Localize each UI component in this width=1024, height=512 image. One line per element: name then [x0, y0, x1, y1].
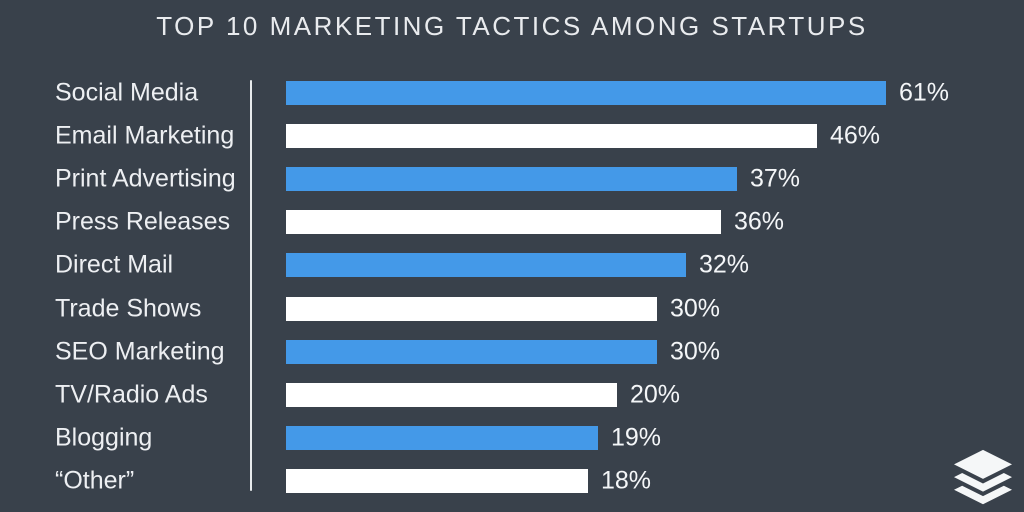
- bar: [286, 383, 617, 407]
- value-label: 32%: [699, 250, 750, 279]
- bar: [286, 297, 657, 321]
- bar-row: Social Media 61%: [0, 78, 1024, 107]
- bar-row: SEO Marketing 30%: [0, 337, 1024, 366]
- category-label: TV/Radio Ads: [55, 380, 208, 409]
- bar: [286, 340, 657, 364]
- value-label: 36%: [734, 207, 785, 236]
- category-label: Direct Mail: [55, 250, 174, 279]
- bar-row: TV/Radio Ads 20%: [0, 380, 1024, 409]
- bar-row: Email Marketing 46%: [0, 121, 1024, 150]
- buffer-logo-shapes: [954, 449, 1012, 505]
- bar-row: Blogging 19%: [0, 423, 1024, 452]
- category-label: Print Advertising: [55, 164, 236, 193]
- bar: [286, 253, 686, 277]
- category-label: Social Media: [55, 78, 199, 107]
- category-label: Blogging: [55, 423, 153, 452]
- bar: [286, 167, 737, 191]
- value-label: 20%: [630, 380, 681, 409]
- bar: [286, 210, 721, 234]
- bar: [286, 124, 817, 148]
- bar-row: Press Releases 36%: [0, 207, 1024, 236]
- value-label: 30%: [670, 294, 721, 323]
- chart-title: TOP 10 MARKETING TACTICS AMONG STARTUPS: [156, 11, 868, 41]
- category-label: “Other”: [55, 466, 135, 495]
- category-label: SEO Marketing: [55, 337, 225, 366]
- value-label: 19%: [611, 423, 662, 452]
- bar-row: Trade Shows 30%: [0, 294, 1024, 323]
- bar-row: Print Advertising 37%: [0, 164, 1024, 193]
- buffer-layers-icon: [954, 449, 1012, 507]
- value-label: 30%: [670, 337, 721, 366]
- value-label: 61%: [899, 78, 950, 107]
- bar-row: Direct Mail 32%: [0, 250, 1024, 279]
- value-label: 37%: [750, 164, 801, 193]
- category-label: Email Marketing: [55, 121, 235, 150]
- bar: [286, 426, 598, 450]
- bar: [286, 81, 886, 105]
- value-label: 18%: [601, 466, 652, 495]
- bar: [286, 469, 588, 493]
- axis-line: [250, 80, 252, 491]
- category-label: Trade Shows: [55, 294, 202, 323]
- value-label: 46%: [830, 121, 881, 150]
- bar-row: “Other” 18%: [0, 466, 1024, 495]
- category-label: Press Releases: [55, 207, 231, 236]
